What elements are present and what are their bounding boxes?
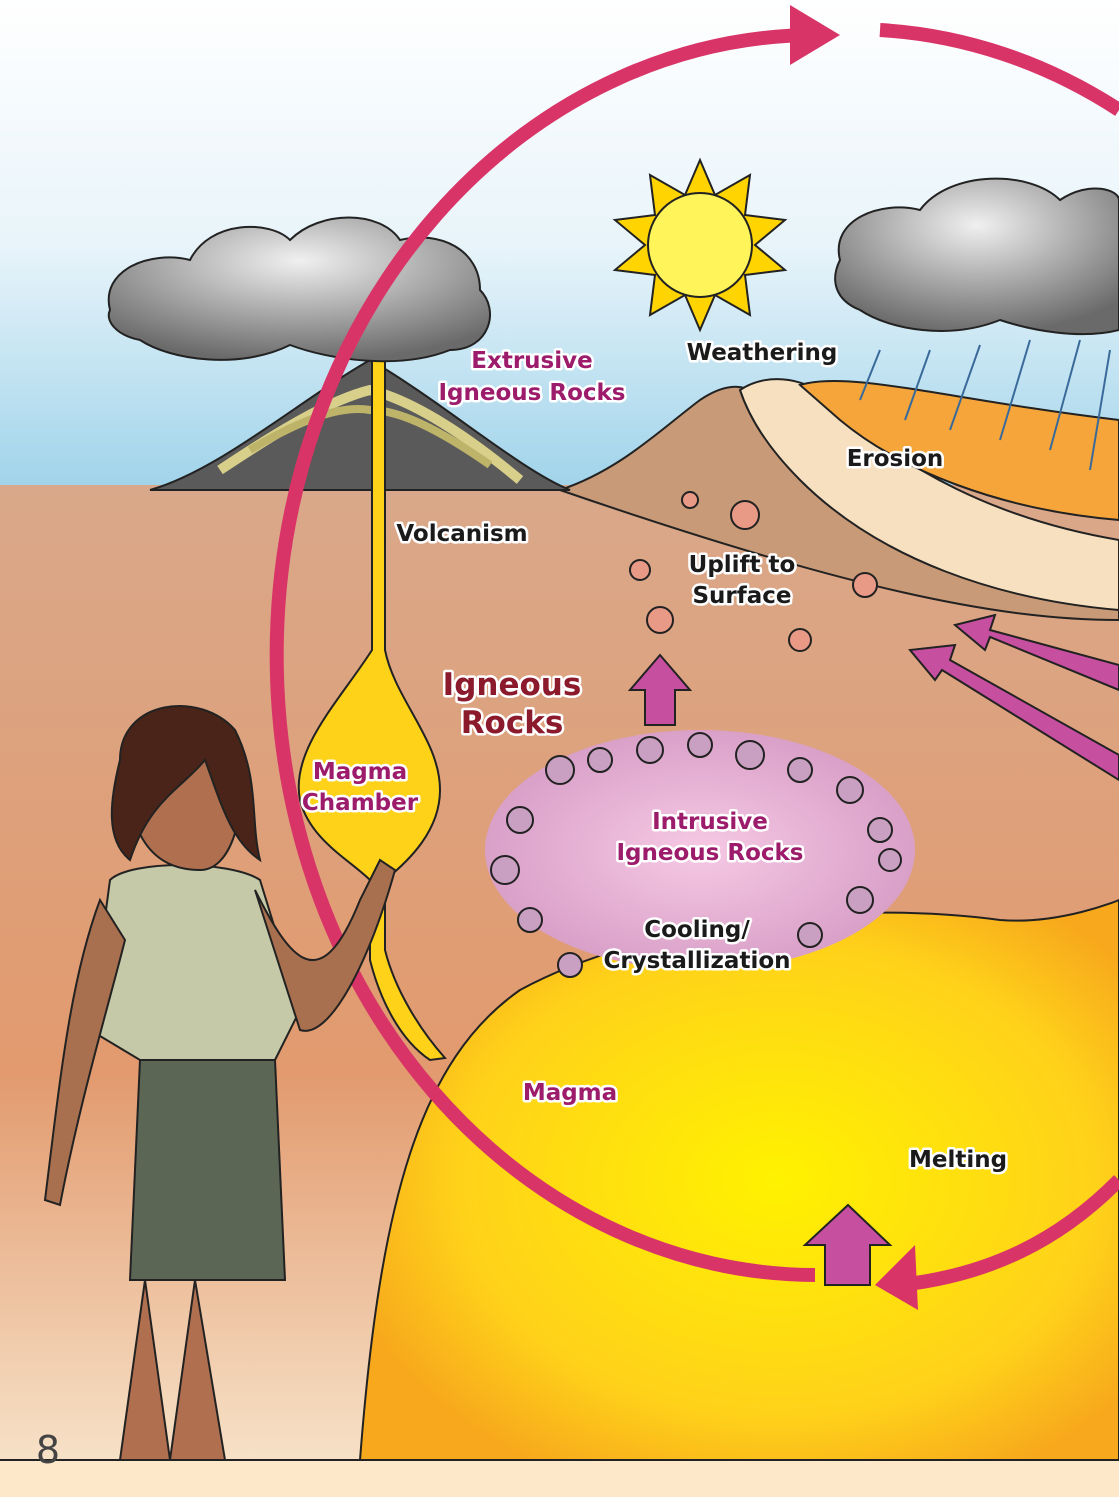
label: Igneous Rocks bbox=[439, 380, 626, 406]
label: Crystallization bbox=[603, 948, 790, 974]
label: Rocks bbox=[461, 705, 564, 741]
label: Igneous bbox=[443, 667, 582, 703]
label: Magma bbox=[313, 759, 407, 785]
label: Magma bbox=[523, 1080, 617, 1106]
label: Melting bbox=[909, 1147, 1007, 1173]
label: Igneous Rocks bbox=[617, 840, 804, 866]
label: Extrusive bbox=[471, 348, 592, 374]
label: Uplift to bbox=[689, 552, 796, 578]
label: Surface bbox=[692, 583, 791, 609]
label: Intrusive bbox=[652, 809, 768, 835]
label: Volcanism bbox=[396, 521, 527, 547]
rock-cycle-page: Extrusive Igneous Rocks Weathering Erosi… bbox=[0, 0, 1119, 1497]
footer-band bbox=[0, 1460, 1119, 1497]
label: Cooling/ bbox=[644, 917, 750, 943]
label: Weathering bbox=[687, 340, 838, 366]
label: Chamber bbox=[302, 790, 419, 816]
label: Erosion bbox=[847, 446, 944, 472]
page-number: 8 bbox=[36, 1428, 60, 1472]
